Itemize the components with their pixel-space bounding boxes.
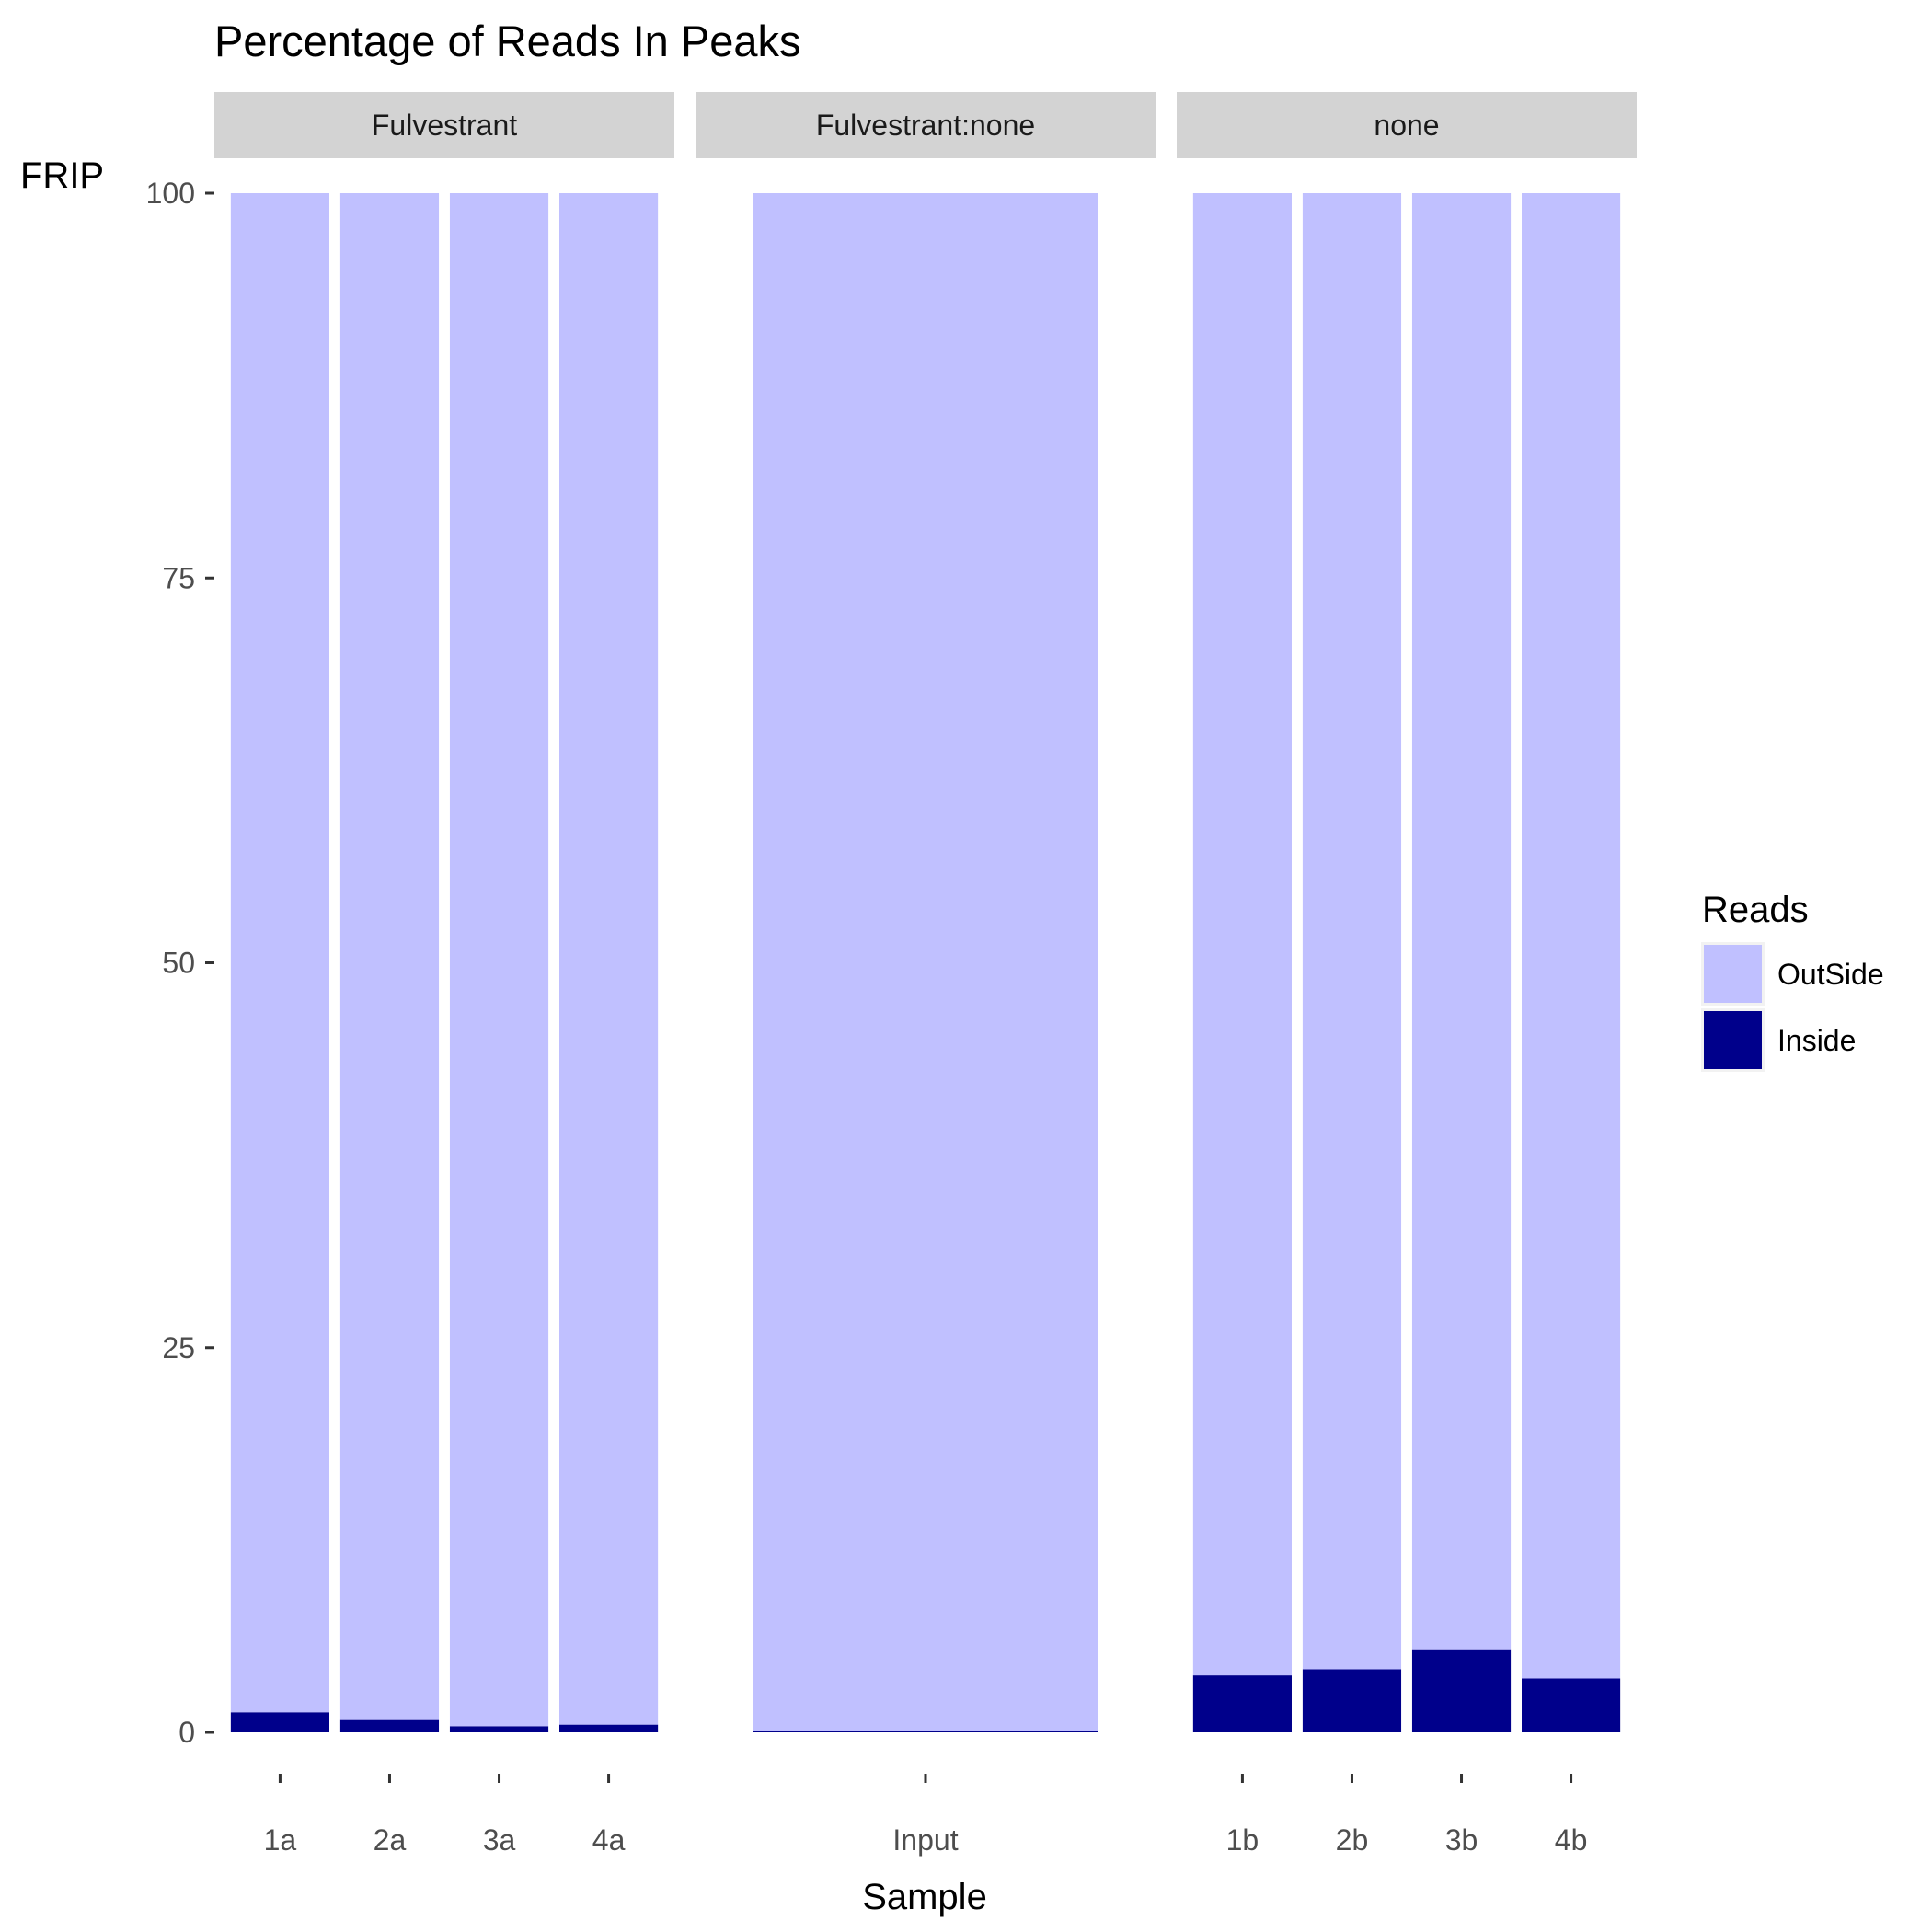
bar-outside-3a: [449, 193, 549, 1727]
bar-outside-2b: [1302, 193, 1402, 1670]
x-tick-label: 4b: [1555, 1823, 1588, 1857]
facet-strip: [214, 92, 674, 158]
bar-outside-4a: [559, 193, 659, 1725]
bar-inside-4a: [559, 1724, 659, 1732]
legend-key-inside: [1704, 1011, 1762, 1069]
y-axis-title: FRIP: [20, 155, 104, 196]
facet-strip-label: Fulvestrant: [372, 109, 517, 142]
bar-outside-1a: [230, 193, 329, 1713]
bar-inside-1a: [230, 1712, 329, 1732]
bar-inside-3a: [449, 1726, 549, 1732]
legend-key-outside: [1704, 945, 1762, 1003]
y-axis: 0 25 50 75 100: [146, 177, 214, 1749]
legend: Reads OutSide Inside: [1701, 890, 1884, 1072]
bar-outside-input: [753, 193, 1098, 1731]
legend-title: Reads: [1702, 890, 1809, 930]
facet-strip: [696, 92, 1156, 158]
bar-inside-input: [753, 1731, 1098, 1732]
y-tick-label: 50: [162, 947, 195, 980]
bar-inside-1b: [1192, 1675, 1292, 1732]
legend-label: Inside: [1777, 1024, 1856, 1057]
chart-title: Percentage of Reads In Peaks: [214, 17, 801, 65]
facet-panel: none 1b 2b 3b 4b: [1177, 92, 1637, 1857]
facet-panel: Fulvestrant:none Input: [696, 92, 1156, 1857]
x-axis-title: Sample: [862, 1877, 987, 1917]
bar-inside-3b: [1411, 1649, 1512, 1732]
facet-strip-label: Fulvestrant:none: [816, 109, 1035, 142]
x-tick-label: Input: [892, 1823, 958, 1857]
facet-panels: Fulvestrant 1a 2a 3a 4a Fulvestrant:none Input…: [214, 92, 1637, 1857]
x-tick-label: 4a: [592, 1823, 626, 1857]
y-tick-label: 25: [162, 1331, 195, 1364]
y-tick-label: 75: [162, 561, 195, 594]
legend-label: OutSide: [1777, 958, 1884, 991]
facet-panel: Fulvestrant 1a 2a 3a 4a: [214, 92, 674, 1857]
bar-inside-4b: [1522, 1678, 1621, 1732]
bar-outside-3b: [1411, 193, 1512, 1650]
bar-outside-2a: [339, 193, 440, 1720]
y-tick-label: 0: [178, 1716, 195, 1749]
bar-outside-1b: [1192, 193, 1292, 1676]
facet-strip-label: none: [1374, 109, 1439, 142]
bar-inside-2a: [339, 1719, 440, 1732]
facet-strip: [1177, 92, 1637, 158]
x-tick-label: 1b: [1226, 1823, 1259, 1857]
bar-outside-4b: [1522, 193, 1621, 1679]
x-tick-label: 3a: [483, 1823, 516, 1857]
x-tick-label: 1a: [264, 1823, 297, 1857]
x-tick-label: 2a: [374, 1823, 407, 1857]
y-tick-label: 100: [146, 177, 195, 210]
bar-inside-2b: [1302, 1669, 1402, 1732]
x-tick-label: 3b: [1445, 1823, 1478, 1857]
x-tick-label: 2b: [1336, 1823, 1369, 1857]
